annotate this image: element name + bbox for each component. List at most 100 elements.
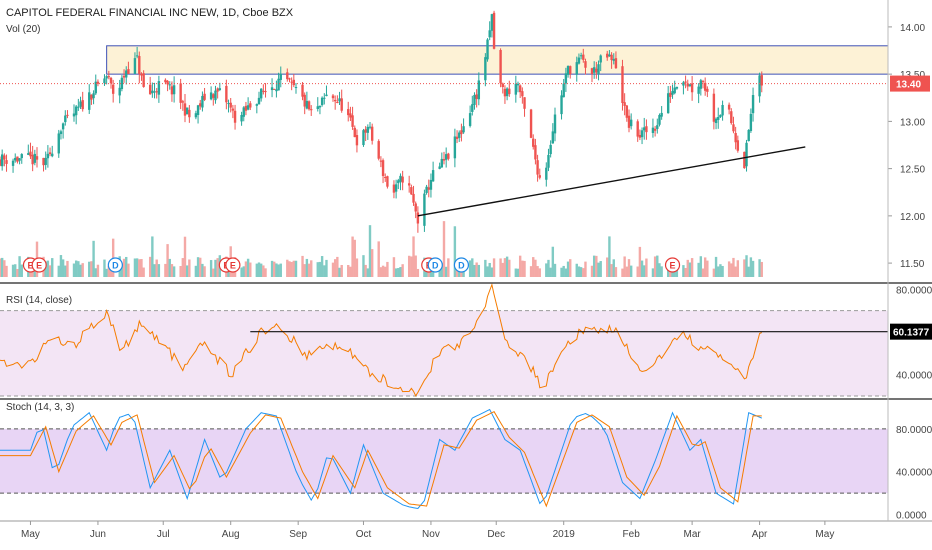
candle-body xyxy=(74,106,78,116)
volume-bar xyxy=(275,263,278,277)
candle-body xyxy=(148,84,152,95)
volume-bar xyxy=(562,265,565,277)
volume-bar xyxy=(760,261,763,277)
volume-bar xyxy=(5,265,8,277)
volume-bar xyxy=(199,257,202,277)
candle-body xyxy=(747,130,750,142)
volume-bar xyxy=(645,258,648,277)
price-tick-label: 13.00 xyxy=(900,117,925,128)
candle-body xyxy=(212,94,215,98)
volume-bar xyxy=(333,259,337,277)
earnings-marker[interactable] xyxy=(225,257,241,273)
volume-bar xyxy=(51,258,54,277)
volume-bar xyxy=(109,265,113,277)
candle-body xyxy=(699,80,703,89)
candle-body xyxy=(521,91,524,97)
candle-body xyxy=(688,84,692,86)
volume-bar xyxy=(412,236,415,277)
candle-body xyxy=(736,140,740,151)
volume-bar xyxy=(168,258,171,277)
volume-bar xyxy=(57,265,60,277)
candle-body xyxy=(410,187,413,195)
volume-bar xyxy=(262,265,265,277)
volume-bar xyxy=(416,268,420,277)
volume-bar xyxy=(514,268,518,277)
candle-body xyxy=(629,119,633,127)
volume-bar xyxy=(188,259,191,277)
dividend-marker[interactable] xyxy=(107,257,123,273)
volume-bar xyxy=(214,259,217,277)
volume-bar xyxy=(259,263,263,277)
candle-body xyxy=(142,73,145,87)
volume-bar xyxy=(64,265,67,277)
volume-bar xyxy=(743,259,746,277)
candle-body xyxy=(51,153,54,157)
volume-bar xyxy=(46,260,50,277)
candle-body xyxy=(168,84,171,86)
candle-body xyxy=(666,93,670,114)
volume-bar xyxy=(442,221,446,277)
volume-bar xyxy=(172,266,176,277)
volume-bar xyxy=(72,263,76,277)
support-trend-line xyxy=(417,146,806,217)
candle-body xyxy=(564,73,568,84)
volume-bar xyxy=(183,236,187,277)
volume-bar xyxy=(564,268,568,277)
candle-body xyxy=(734,132,737,143)
volume-bar xyxy=(294,260,298,277)
candle-body xyxy=(301,84,304,97)
candle-body xyxy=(216,88,219,92)
volume-bar xyxy=(61,259,65,277)
volume-bar xyxy=(94,268,97,277)
volume-bar xyxy=(706,260,709,277)
volume-bar xyxy=(455,265,459,277)
x-tick-label: Jun xyxy=(90,529,106,540)
volume-bar xyxy=(440,263,444,277)
candle-body xyxy=(471,104,474,112)
candle-body xyxy=(81,100,84,110)
candle-body xyxy=(218,88,222,91)
candle-body xyxy=(340,98,343,111)
volume-bar xyxy=(157,264,161,277)
candle-body xyxy=(584,61,587,68)
candle-body xyxy=(294,87,298,89)
candle-body xyxy=(351,115,354,127)
candle-body xyxy=(3,155,6,160)
volume-bar xyxy=(717,266,720,277)
volume-bar xyxy=(444,266,448,277)
candle-body xyxy=(279,73,282,80)
dividend-marker[interactable] xyxy=(427,257,443,273)
volume-bar xyxy=(386,261,389,277)
candle-body xyxy=(447,153,450,159)
candle-body xyxy=(364,129,367,133)
volume-bar xyxy=(608,236,611,277)
earnings-marker[interactable] xyxy=(31,257,47,273)
candle-body xyxy=(320,97,324,106)
candle-body xyxy=(505,88,509,97)
dividend-marker[interactable] xyxy=(453,257,470,273)
volume-bar xyxy=(397,268,400,277)
earnings-marker[interactable] xyxy=(664,257,681,273)
candle-body xyxy=(579,55,583,57)
volume-bar xyxy=(122,258,126,277)
volume-bar xyxy=(468,260,472,277)
volume-bar xyxy=(545,263,548,277)
candle-body xyxy=(118,87,121,96)
candle-body xyxy=(444,154,448,160)
volume-bar xyxy=(488,262,491,277)
candle-body xyxy=(721,104,724,116)
candle-body xyxy=(599,55,602,63)
x-tick-label: 2019 xyxy=(553,529,576,540)
candle-body xyxy=(458,132,461,138)
candle-body xyxy=(127,69,130,74)
volume-bar xyxy=(584,261,587,277)
candle-body xyxy=(682,82,685,86)
candle-body xyxy=(349,113,352,118)
volume-bar xyxy=(120,263,124,277)
candle-body xyxy=(31,154,34,165)
volume-bar xyxy=(196,257,200,277)
x-tick-label: Sep xyxy=(289,529,307,540)
volume-bar xyxy=(290,261,293,277)
volume-bar xyxy=(325,259,328,277)
